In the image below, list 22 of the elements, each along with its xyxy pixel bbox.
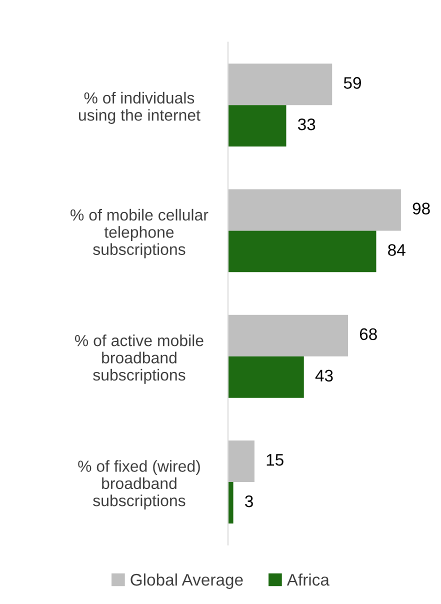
bar [228,105,286,147]
legend-label: Africa [286,573,330,586]
data-label: 33 [298,118,316,130]
bar [228,356,304,398]
data-label: 68 [360,328,377,340]
data-label: 3 [245,495,253,508]
data-label: 98 [412,202,430,214]
data-label: 84 [388,244,406,256]
bar [228,230,376,272]
y-tick-label: % of active mobile broadband subscriptions [74,334,204,384]
y-tick-label: % of individuals using the internet [79,92,200,124]
data-label: 43 [315,370,333,382]
y-tick-label: % of fixed (wired) broadband subscriptions [78,460,200,510]
bar [228,314,348,356]
bar [228,440,254,482]
data-label: 59 [344,77,361,89]
legend-label: Global Average [130,573,243,589]
bar [228,64,332,106]
bar [228,189,401,231]
bar [228,482,234,524]
y-tick-label: % of mobile cellular telephone subscriptions [70,208,208,258]
data-label: 15 [266,454,284,466]
